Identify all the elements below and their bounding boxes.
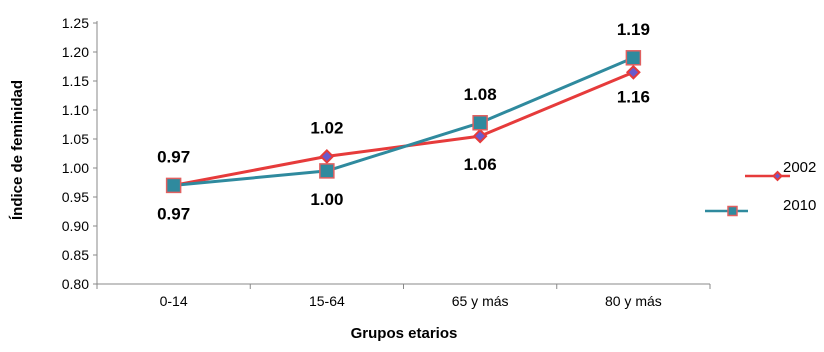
- legend-label-2010: 2010: [783, 197, 816, 214]
- y-tick-label: 1.20: [62, 44, 89, 60]
- y-tick-labels: 0.80 0.85 0.90 0.95 1.00 1.05 1.10 1.15 1.20 1.25: [62, 15, 89, 292]
- y-tick-label: 1.10: [62, 102, 89, 118]
- series-line-2002: [173, 70, 634, 187]
- y-tick-label: 0.95: [62, 189, 89, 205]
- data-label-2002: 1.16: [617, 87, 650, 106]
- legend-label-2002: 2002: [783, 159, 816, 176]
- data-point-2010: [472, 115, 488, 131]
- data-label-2002: 1.02: [310, 118, 343, 137]
- data-labels: 0.97 0.97 1.02 1.00 1.08 1.06 1.19 1.16: [157, 20, 650, 224]
- y-tick-label: 1.00: [62, 160, 89, 176]
- legend-marker-2010: [727, 205, 738, 217]
- data-label-2010: 0.97: [157, 147, 190, 166]
- y-tick-label: 0.85: [62, 247, 89, 263]
- series-line-2010: [173, 56, 634, 187]
- data-label-2010: 1.00: [310, 190, 343, 209]
- legend: 2002 2010: [705, 159, 816, 217]
- x-tick-label: 15-64: [309, 293, 345, 309]
- data-label-2010: 1.19: [617, 20, 650, 39]
- x-tick-labels: 0-14 15-64 65 y más 80 y más: [160, 293, 662, 309]
- series-lines: [173, 56, 634, 187]
- data-point-2002: [472, 128, 488, 144]
- data-label-2010: 1.08: [464, 85, 497, 104]
- data-point-2010: [625, 50, 642, 66]
- data-point-2002: [319, 148, 335, 164]
- data-point-2010: [165, 177, 182, 194]
- data-label-2002: 1.06: [464, 155, 497, 174]
- axes: [93, 21, 711, 289]
- data-point-2010: [319, 163, 335, 179]
- y-tick-label: 0.90: [62, 218, 89, 234]
- x-tick-label: 0-14: [160, 293, 188, 309]
- y-tick-label: 1.15: [62, 73, 89, 89]
- x-axis-title: Grupos etarios: [351, 325, 458, 342]
- y-tick-label: 0.80: [62, 276, 89, 292]
- y-axis-title: Índice de feminidad: [9, 80, 26, 220]
- legend-marker-2002: [772, 170, 783, 182]
- y-tick-label: 1.25: [62, 15, 89, 31]
- data-label-2002: 0.97: [157, 204, 190, 223]
- data-point-2002: [625, 64, 641, 80]
- x-tick-label: 80 y más: [605, 293, 662, 309]
- y-tick-label: 1.05: [62, 131, 89, 147]
- series-markers: [165, 50, 642, 194]
- x-tick-label: 65 y más: [452, 293, 509, 309]
